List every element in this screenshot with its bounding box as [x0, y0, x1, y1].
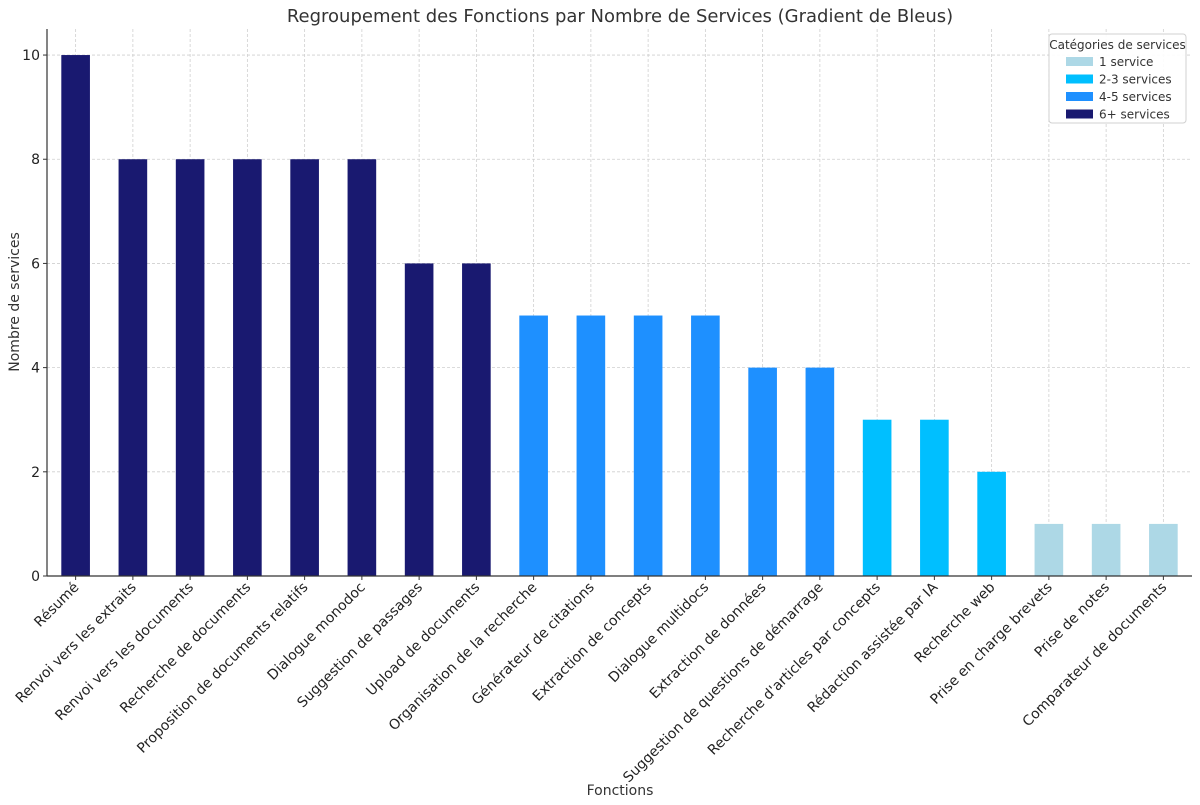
x-tick-label: Résumé: [31, 580, 82, 631]
bar: [404, 263, 434, 576]
y-tick-labels: 0 2 4 6 8 10: [22, 48, 40, 585]
legend-label: 2-3 services: [1099, 73, 1172, 87]
bar: [805, 367, 835, 576]
legend-label: 4-5 services: [1099, 90, 1172, 104]
bar: [347, 159, 377, 576]
bar: [233, 159, 262, 576]
bars: [61, 55, 1178, 577]
y-tick-label: 4: [31, 361, 40, 377]
x-tick-label: Dialogue monodoc: [265, 580, 369, 684]
x-tick-label: Upload de documents: [363, 580, 483, 700]
bar: [1034, 523, 1064, 576]
bar: [519, 315, 548, 576]
bar: [862, 419, 892, 576]
y-tick-label: 0: [31, 569, 40, 585]
bar: [1091, 523, 1121, 576]
legend-label: 1 service: [1099, 55, 1153, 69]
bar: [576, 315, 606, 576]
bar: [290, 159, 319, 576]
y-axis-label: Nombre de services: [7, 232, 23, 371]
x-tick-label: Extraction de données: [647, 580, 770, 703]
legend-title: Catégories de services: [1049, 38, 1186, 52]
bar: [748, 367, 777, 576]
y-tick-label: 10: [22, 48, 40, 64]
bar: [61, 55, 90, 577]
y-tick-label: 6: [31, 256, 40, 272]
legend-label: 6+ services: [1099, 108, 1170, 122]
legend-swatch: [1066, 92, 1093, 101]
chart-title: Regroupement des Fonctions par Nombre de…: [287, 6, 953, 27]
x-tick-label: Dialogue multidocs: [606, 580, 713, 687]
bar: [118, 159, 148, 576]
legend-swatch: [1066, 109, 1093, 119]
axes: [43, 29, 1192, 580]
bar: [977, 471, 1006, 576]
bar: [920, 419, 949, 576]
bar: [175, 159, 205, 576]
grid: [47, 29, 1192, 577]
bar: [1149, 523, 1178, 576]
y-tick-label: 2: [31, 465, 40, 481]
legend-swatch: [1066, 57, 1093, 66]
bar: [633, 315, 663, 576]
bar: [691, 315, 720, 576]
legend-swatch: [1066, 74, 1093, 84]
x-axis-label: Fonctions: [587, 783, 654, 799]
x-tick-label: Suggestion de questions de démarrage: [620, 580, 826, 786]
x-tick-label: Extraction de concepts: [530, 580, 655, 705]
bar: [462, 263, 491, 576]
x-tick-label: Renvoi vers les extraits: [13, 580, 140, 707]
legend: Catégories de services 1 service 2-3 servi…: [1048, 33, 1187, 124]
y-tick-label: 8: [31, 152, 40, 168]
